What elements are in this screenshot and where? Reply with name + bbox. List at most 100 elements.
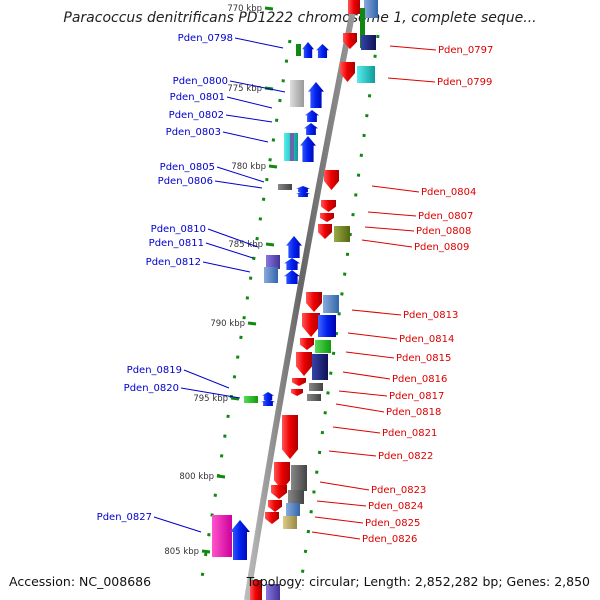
gene-label-right: Pden_0814: [399, 334, 454, 345]
gene-label-left: Pden_0803: [166, 127, 221, 138]
scale-tick: [264, 6, 274, 11]
leader-line: [183, 369, 230, 389]
gene-feature-arrow: [274, 462, 290, 490]
gene-label-right: Pden_0799: [437, 77, 492, 88]
leader-line: [216, 166, 265, 183]
gene-feature-arrow: [308, 82, 324, 108]
gene-label-right: Pden_0821: [382, 428, 437, 439]
gene-feature-arrow: [296, 186, 310, 192]
scale-tick: [268, 164, 278, 169]
gene-feature-block: [357, 66, 375, 83]
gene-label-left: Pden_0820: [124, 383, 179, 394]
leader-line: [347, 332, 398, 340]
leader-line: [202, 261, 251, 273]
leader-line: [225, 114, 273, 123]
dotted-track-right-outer: [298, 34, 380, 591]
gene-feature-arrow: [306, 292, 322, 312]
gene-feature-block: [309, 383, 323, 391]
gene-feature-arrow: [300, 136, 316, 162]
gene-feature-arrow: [262, 392, 274, 400]
gene-feature-block: [307, 394, 321, 401]
gene-feature-block: [348, 0, 360, 14]
leader-line: [371, 185, 420, 193]
gene-feature-block: [212, 515, 232, 557]
gene-label-left: Pden_0801: [170, 92, 225, 103]
gene-label-left: Pden_0802: [169, 110, 224, 121]
scale-label: 785 kbp: [228, 240, 263, 250]
leader-line: [351, 309, 402, 316]
gene-label-right: Pden_0797: [438, 45, 493, 56]
gene-feature-block: [361, 35, 376, 50]
scale-label: 790 kbp: [210, 319, 245, 329]
leader-line: [226, 96, 273, 109]
gene-feature-block: [360, 8, 365, 48]
gene-feature-block: [288, 490, 304, 504]
gene-label-right: Pden_0808: [416, 226, 471, 237]
gene-feature-arrow: [271, 485, 287, 499]
leader-line: [389, 45, 437, 51]
leader-line: [234, 37, 284, 49]
gene-feature-arrow: [296, 352, 312, 376]
gene-feature-arrow: [302, 313, 320, 337]
gene-feature-block: [266, 584, 280, 600]
leader-lines: [153, 37, 437, 540]
gene-feature-arrow: [316, 44, 329, 58]
gene-feature-block: [264, 267, 278, 283]
gene-label-right: Pden_0825: [365, 518, 420, 529]
gene-feature-arrow: [282, 415, 298, 459]
gene-label-right: Pden_0817: [389, 391, 444, 402]
leader-line: [387, 77, 436, 83]
gene-feature-arrow: [268, 500, 282, 512]
gene-label-left: Pden_0798: [178, 33, 233, 44]
gene-feature-block: [244, 396, 258, 403]
gene-label-left: Pden_0810: [151, 224, 206, 235]
gene-label-right: Pden_0824: [368, 501, 423, 512]
leader-line: [207, 228, 259, 248]
gene-feature-arrow: [305, 110, 319, 122]
gene-label-right: Pden_0822: [378, 451, 433, 462]
gene-feature-arrow: [343, 33, 357, 49]
gene-feature-block: [318, 315, 336, 337]
leader-line: [342, 371, 391, 380]
scale-tick: [230, 396, 240, 401]
gene-feature-block: [323, 295, 339, 313]
scale-label: 795 kbp: [193, 394, 228, 404]
leader-line: [311, 531, 361, 540]
gene-label-right: Pden_0807: [418, 211, 473, 222]
leader-line: [328, 450, 377, 457]
leader-line: [335, 403, 385, 413]
gene-feature-arrow: [284, 258, 300, 270]
gene-feature-arrow: [286, 236, 302, 258]
leader-line: [319, 481, 370, 491]
leader-line: [338, 390, 388, 397]
gene-features: [212, 0, 378, 600]
gene-feature-block: [296, 44, 301, 56]
gene-feature-block: [334, 226, 350, 242]
gene-label-right: Pden_0826: [362, 534, 417, 545]
scale-label: 770 kbp: [227, 4, 262, 14]
topology-summary: Topology: circular; Length: 2,852,282 bp…: [246, 574, 590, 589]
gene-feature-block: [283, 516, 297, 529]
gene-label-right: Pden_0804: [421, 187, 476, 198]
leader-line: [222, 131, 269, 143]
leader-line: [229, 80, 286, 93]
scale-tick: [265, 242, 275, 247]
gene-feature-arrow: [302, 42, 314, 58]
gene-feature-arrow: [265, 512, 279, 524]
gene-label-left: Pden_0800: [173, 76, 228, 87]
scale-label: 780 kbp: [231, 162, 266, 172]
gene-feature-block: [364, 0, 378, 18]
gene-label-left: Pden_0819: [127, 365, 182, 376]
leader-line: [361, 239, 413, 248]
gene-feature-arrow: [321, 200, 336, 212]
gene-feature-block: [312, 354, 328, 380]
leader-line: [214, 180, 263, 189]
leader-line: [180, 387, 241, 399]
gene-feature-arrow: [300, 338, 314, 350]
gene-feature-arrow: [304, 123, 318, 135]
gene-feature-block: [286, 503, 300, 516]
scale-tick: [216, 474, 226, 479]
leader-line: [364, 226, 415, 232]
